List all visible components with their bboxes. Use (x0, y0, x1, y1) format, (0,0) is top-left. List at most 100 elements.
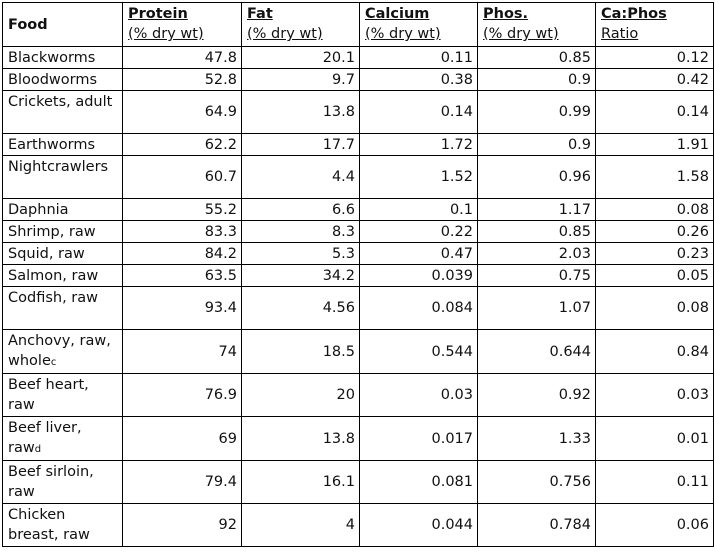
value-cell: 0.75 (477, 264, 596, 287)
value-cell: 0.85 (477, 220, 596, 243)
food-cell: Nightcrawlers (2, 155, 123, 199)
food-cell: Blackworms (2, 46, 123, 69)
header-unit: (% dry wt) (483, 26, 559, 42)
value-cell: 92 (122, 503, 242, 547)
value-cell: 0.9 (477, 133, 596, 156)
food-cell: Squid, raw (2, 242, 123, 265)
value-cell: 83.3 (122, 220, 242, 243)
value-cell: 93.4 (122, 286, 242, 330)
value-cell: 0.99 (477, 90, 596, 134)
value-cell: 76.9 (122, 373, 242, 417)
footnote-mark: d (34, 444, 42, 455)
food-cell: Chicken breast, raw (2, 503, 123, 547)
table-row: Bloodworms 52.8 9.7 0.38 0.9 0.42 (2, 68, 714, 91)
food-cell: Earthworms (2, 133, 123, 156)
value-cell: 0.784 (477, 503, 596, 547)
value-cell: 0.96 (477, 155, 596, 199)
value-cell: 1.91 (595, 133, 714, 156)
header-title: Calcium (365, 6, 430, 22)
value-cell: 6.6 (241, 198, 360, 221)
table-row: Nightcrawlers 60.7 4.4 1.52 0.96 1.58 (2, 155, 714, 199)
food-cell: Daphnia (2, 198, 123, 221)
value-cell: 74 (122, 329, 242, 374)
food-name: Chicken breast, raw (8, 507, 90, 543)
food-cell: Beef heart, raw (2, 373, 123, 417)
value-cell: 55.2 (122, 198, 242, 221)
table-row: Anchovy, raw, wholec 74 18.5 0.544 0.644 0.84 (2, 329, 714, 374)
food-name: Squid, raw (8, 246, 85, 262)
food-cell: Shrimp, raw (2, 220, 123, 243)
header-unit: (% dry wt) (365, 26, 441, 42)
food-name: Beef sirloin, raw (8, 464, 94, 500)
header-cell: Phos. (% dry wt) (477, 2, 596, 47)
value-cell: 52.8 (122, 68, 242, 91)
value-cell: 4.56 (241, 286, 360, 330)
value-cell: 0.11 (595, 460, 714, 504)
value-cell: 16.1 (241, 460, 360, 504)
value-cell: 0.084 (359, 286, 478, 330)
value-cell: 79.4 (122, 460, 242, 504)
value-cell: 1.33 (477, 416, 596, 461)
value-cell: 69 (122, 416, 242, 461)
value-cell: 60.7 (122, 155, 242, 199)
header-title: Protein (128, 6, 188, 22)
header-cell: Food (2, 2, 123, 47)
food-cell: Bloodworms (2, 68, 123, 91)
food-name: Beef heart, raw (8, 377, 89, 413)
value-cell: 0.044 (359, 503, 478, 547)
table-row: Shrimp, raw 83.3 8.3 0.22 0.85 0.26 (2, 220, 714, 243)
header-unit: (% dry wt) (128, 26, 204, 42)
value-cell: 18.5 (241, 329, 360, 374)
food-cell: Beef liver, rawd (2, 416, 123, 461)
value-cell: 0.22 (359, 220, 478, 243)
table-row: Daphnia 55.2 6.6 0.1 1.17 0.08 (2, 198, 714, 221)
food-cell: Salmon, raw (2, 264, 123, 287)
table-row: Blackworms 47.8 20.1 0.11 0.85 0.12 (2, 46, 714, 69)
value-cell: 8.3 (241, 220, 360, 243)
value-cell: 4.4 (241, 155, 360, 199)
food-name: Blackworms (8, 50, 96, 66)
value-cell: 84.2 (122, 242, 242, 265)
table-row: Earthworms 62.2 17.7 1.72 0.9 1.91 (2, 133, 714, 156)
value-cell: 4 (241, 503, 360, 547)
food-name: Beef liver, raw (8, 420, 82, 456)
value-cell: 17.7 (241, 133, 360, 156)
header-cell: Ca:Phos Ratio (595, 2, 714, 47)
value-cell: 0.9 (477, 68, 596, 91)
value-cell: 0.756 (477, 460, 596, 504)
value-cell: 0.01 (595, 416, 714, 461)
value-cell: 13.8 (241, 416, 360, 461)
value-cell: 0.08 (595, 198, 714, 221)
food-cell: Anchovy, raw, wholec (2, 329, 123, 374)
food-name: Crickets, adult (8, 94, 113, 110)
nutrition-table: Food Protein (% dry wt) Fat (% dry wt) Calciu… (2, 2, 714, 547)
food-name: Anchovy, raw, whole (8, 333, 111, 369)
value-cell: 0.08 (595, 286, 714, 330)
value-cell: 0.14 (359, 90, 478, 134)
value-cell: 47.8 (122, 46, 242, 69)
table-row: Chicken breast, raw 92 4 0.044 0.784 0.06 (2, 503, 714, 547)
food-name: Shrimp, raw (8, 224, 96, 240)
value-cell: 2.03 (477, 242, 596, 265)
value-cell: 62.2 (122, 133, 242, 156)
value-cell: 0.1 (359, 198, 478, 221)
value-cell: 5.3 (241, 242, 360, 265)
value-cell: 0.05 (595, 264, 714, 287)
value-cell: 0.11 (359, 46, 478, 69)
value-cell: 1.07 (477, 286, 596, 330)
value-cell: 34.2 (241, 264, 360, 287)
table-row: Beef sirloin, raw 79.4 16.1 0.081 0.756 0.11 (2, 460, 714, 504)
value-cell: 0.42 (595, 68, 714, 91)
table-row: Beef heart, raw 76.9 20 0.03 0.92 0.03 (2, 373, 714, 417)
value-cell: 0.081 (359, 460, 478, 504)
value-cell: 0.03 (359, 373, 478, 417)
footnote-mark: c (50, 357, 57, 368)
header-title: Ca:Phos (601, 6, 667, 22)
value-cell: 0.14 (595, 90, 714, 134)
value-cell: 0.47 (359, 242, 478, 265)
value-cell: 63.5 (122, 264, 242, 287)
value-cell: 64.9 (122, 90, 242, 134)
table-row: Crickets, adult 64.9 13.8 0.14 0.99 0.14 (2, 90, 714, 134)
food-name: Earthworms (8, 137, 95, 153)
